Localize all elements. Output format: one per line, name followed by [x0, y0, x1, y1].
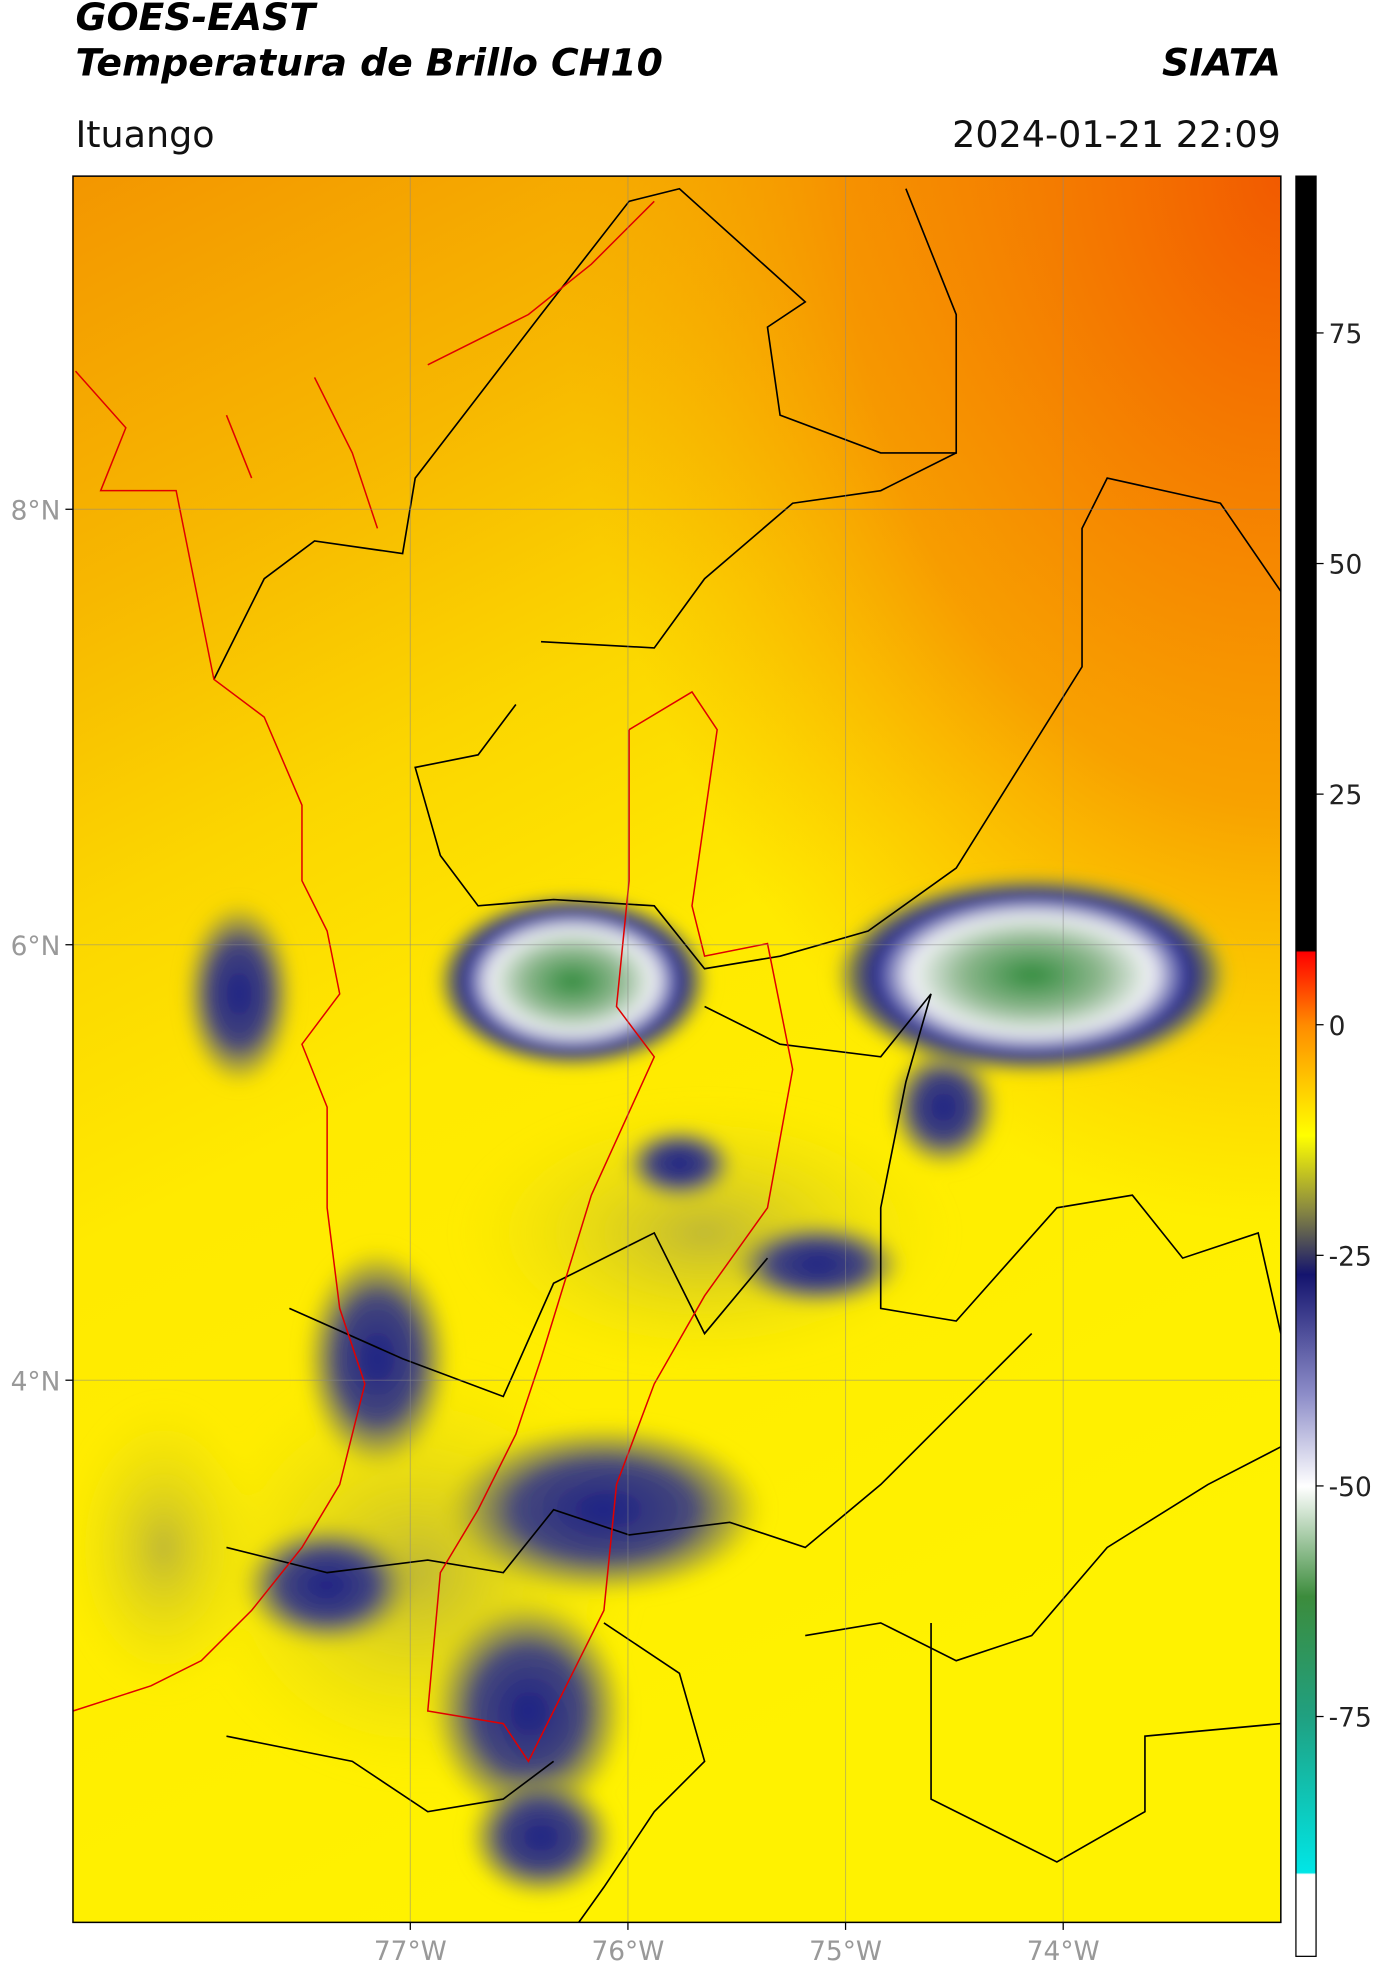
map-frame	[72, 175, 1282, 1924]
colorbar-tick-label: 50	[1329, 550, 1363, 581]
colorbar-tick-label: -50	[1329, 1472, 1372, 1503]
y-tick-label: 6°N	[11, 931, 61, 962]
y-tick-label: 8°N	[11, 495, 61, 526]
grid	[72, 176, 1281, 1923]
colorbar-tick-label: -75	[1329, 1703, 1372, 1734]
colorbar-tick-label: 75	[1329, 319, 1363, 350]
colorbar	[1295, 175, 1317, 1957]
colorbar-tick-label: 0	[1329, 1011, 1346, 1042]
subtitle: Temperatura de Brillo CH10	[75, 40, 662, 84]
x-tick-label: 75°W	[809, 1936, 882, 1967]
x-tick-label: 76°W	[591, 1936, 664, 1967]
colorbar-tick-label: -25	[1329, 1241, 1372, 1272]
location: Ituango	[75, 113, 214, 156]
map	[72, 176, 1281, 1923]
source: SIATA	[1162, 40, 1281, 84]
x-tick-label: 77°W	[374, 1936, 447, 1967]
datetime: 2024-01-21 22:09	[952, 113, 1281, 156]
x-tick-label: 74°W	[1027, 1936, 1100, 1967]
y-tick-label: 4°N	[11, 1366, 61, 1397]
colorbar-tick-label: 25	[1329, 780, 1363, 811]
title: GOES-EAST	[75, 0, 318, 39]
